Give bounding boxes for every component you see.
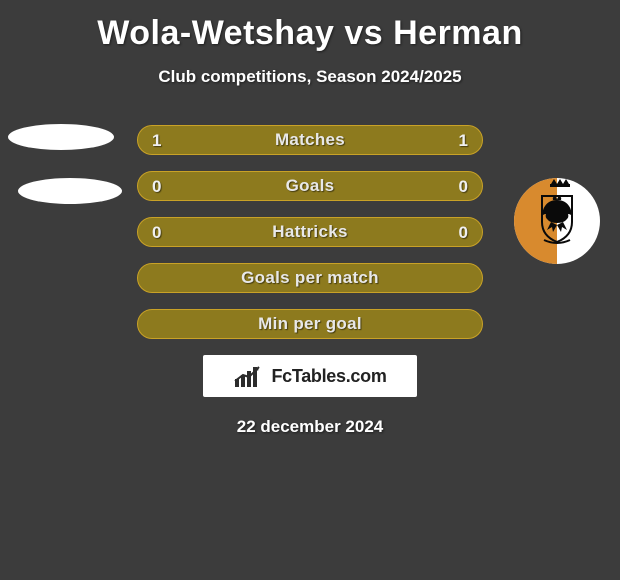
brand-text: FcTables.com xyxy=(271,366,386,387)
stat-label: Matches xyxy=(275,130,345,150)
date-text: 22 december 2024 xyxy=(0,417,620,437)
stat-row-matches: 1 Matches 1 xyxy=(137,125,483,155)
stat-left-value: 1 xyxy=(152,126,161,156)
right-club-badge xyxy=(514,178,600,264)
club-crest-icon xyxy=(514,178,600,264)
stat-label: Goals xyxy=(286,176,335,196)
left-avatar-2 xyxy=(18,178,122,204)
stat-label: Hattricks xyxy=(272,222,347,242)
stat-label: Goals per match xyxy=(241,268,379,288)
page-title: Wola-Wetshay vs Herman xyxy=(0,14,620,53)
left-avatar-1 xyxy=(8,124,114,150)
stat-row-hattricks: 0 Hattricks 0 xyxy=(137,217,483,247)
stat-right-value: 0 xyxy=(459,218,468,248)
stat-left-value: 0 xyxy=(152,218,161,248)
stat-row-min-per-goal: Min per goal xyxy=(137,309,483,339)
stat-left-value: 0 xyxy=(152,172,161,202)
stat-right-value: 0 xyxy=(459,172,468,202)
page-subtitle: Club competitions, Season 2024/2025 xyxy=(0,67,620,87)
stat-row-goals-per-match: Goals per match xyxy=(137,263,483,293)
stat-right-value: 1 xyxy=(459,126,468,156)
stat-row-goals: 0 Goals 0 xyxy=(137,171,483,201)
stat-label: Min per goal xyxy=(258,314,362,334)
brand-bars-icon xyxy=(233,363,267,389)
brand-card: FcTables.com xyxy=(203,355,417,397)
